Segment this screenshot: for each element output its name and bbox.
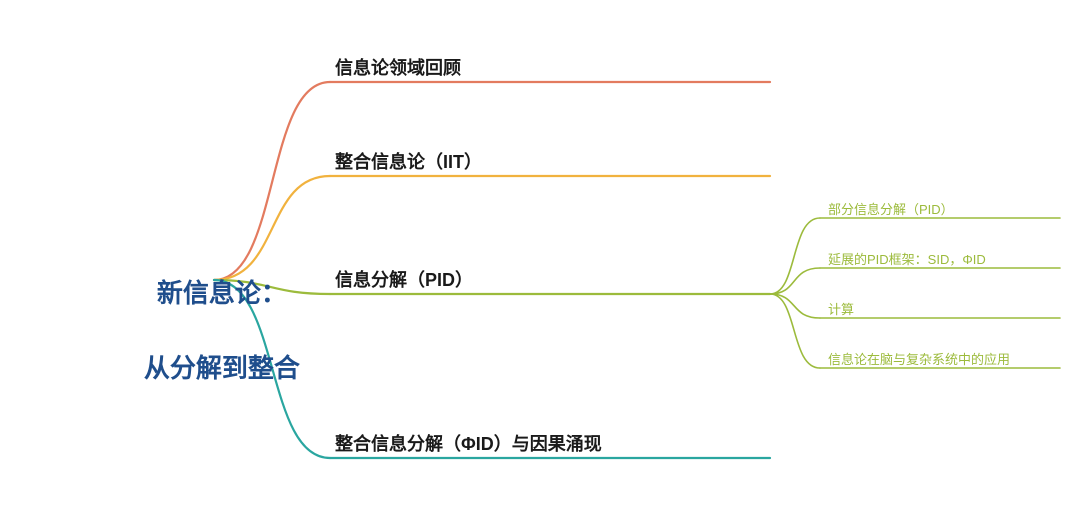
leaf-b3-2-label: 计算 [828, 299, 854, 318]
mindmap-stage: 新信息论： 从分解到整合 信息论领域回顾整合信息论（IIT） 信息分解（PID） 部… [0, 0, 1080, 523]
branch-b3-label: 信息分解（PID） [335, 266, 473, 292]
root-node: 新信息论： 从分解到整合 [115, 237, 300, 425]
branch-b1-label: 信息论领域回顾 [335, 54, 461, 80]
root-line2: 从分解到整合 [144, 353, 300, 383]
leaf-b3-3-label: 信息论在脑与复杂系统中的应用 [828, 349, 1010, 368]
branch-b2-label: 整合信息论（IIT） [335, 148, 482, 174]
leaf-b3-0-label: 部分信息分解（PID） [828, 199, 954, 218]
branch-b4-label: 整合信息分解（ΦID）与因果涌现 [335, 430, 602, 456]
root-line1: 新信息论： [157, 278, 287, 308]
leaf-b3-1-label: 延展的PID框架：SID，ΦID [828, 249, 986, 268]
